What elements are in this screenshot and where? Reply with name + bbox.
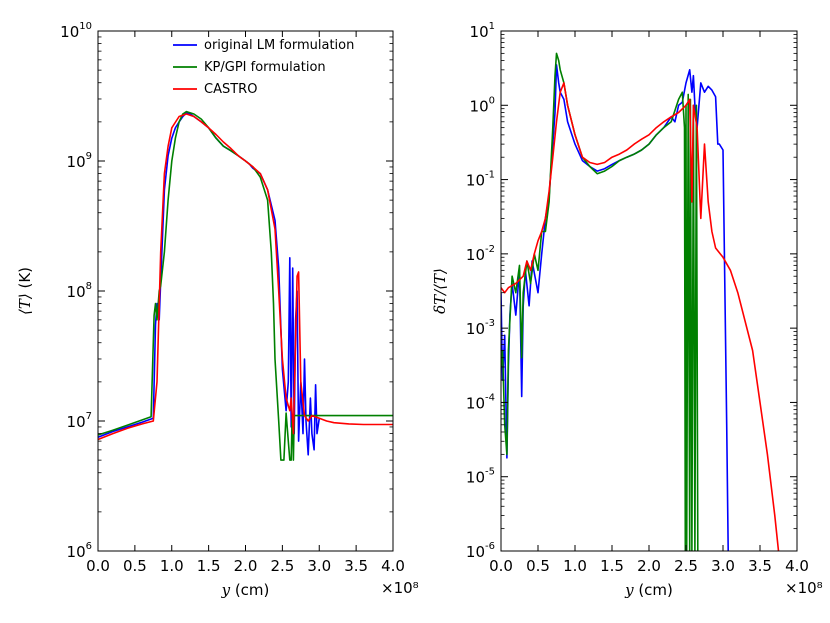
x-tick-label: 0.0 — [86, 557, 110, 575]
y-tick-label: 10-2 — [466, 244, 495, 264]
x-multiplier-label: ×10⁸ — [381, 579, 419, 597]
y-tick-label: 108 — [67, 281, 92, 301]
x-tick-label: 2.5 — [674, 557, 698, 575]
series-line-castro — [501, 82, 780, 551]
y-tick-label: 10-3 — [466, 318, 495, 338]
y-tick-label: 10-4 — [466, 392, 495, 412]
y-tick-label: 10-6 — [466, 541, 495, 561]
right-chart-panel: 0.0 0.5 1.0 1.5 2.0 2.5 3.0 3.5 4.0 10-6 10-5 10-4 1… — [431, 21, 823, 599]
legend-label: KP/GPI formulation — [204, 60, 326, 75]
plot-area — [501, 31, 797, 551]
y-tick-label: 100 — [470, 95, 495, 115]
y-axis-label: ⟨T⟩ (K) — [16, 267, 34, 315]
x-tick-label: 0.5 — [123, 557, 147, 575]
x-tick-label: 2.0 — [234, 557, 258, 575]
left-chart-panel: 0.0 0.5 1.0 1.5 2.0 2.5 3.0 3.5 4.0 106 107 108 109 1… — [16, 21, 419, 599]
y-tick-label: 101 — [470, 21, 495, 41]
x-tick-label: 3.5 — [748, 557, 772, 575]
x-tick-label: 4.0 — [381, 557, 405, 575]
y-tick-label: 109 — [67, 151, 92, 171]
x-tick-label: 1.0 — [563, 557, 587, 575]
plot-area — [98, 31, 393, 551]
y-tick-label: 107 — [67, 411, 92, 431]
y-tick-label: 10-5 — [466, 467, 495, 487]
x-tick-label: 2.0 — [637, 557, 661, 575]
y-tick-label: 1010 — [60, 21, 92, 41]
x-axis-label: y (cm) — [221, 581, 270, 599]
x-tick-label: 3.5 — [344, 557, 368, 575]
legend-label: original LM formulation — [204, 38, 354, 53]
x-tick-label: 0.5 — [526, 557, 550, 575]
series-line-kp-gpi-formulation — [501, 52, 699, 551]
x-tick-label: 1.5 — [600, 557, 624, 575]
x-axis-label: y (cm) — [624, 581, 673, 599]
y-tick-label: 10-1 — [466, 170, 495, 190]
x-tick-label: 1.0 — [160, 557, 184, 575]
x-tick-label: 1.5 — [197, 557, 221, 575]
x-tick-label: 4.0 — [785, 557, 809, 575]
y-tick-label: 106 — [67, 541, 92, 561]
legend-label: CASTRO — [204, 82, 257, 97]
x-multiplier-label: ×10⁸ — [785, 579, 823, 597]
legend: original LM formulation KP/GPI formulatio… — [173, 38, 354, 97]
y-axis-label: δT/⟨T⟩ — [431, 268, 449, 314]
series-line-kp-gpi-formulation — [98, 110, 393, 461]
x-tick-label: 2.5 — [270, 557, 294, 575]
x-tick-label: 3.0 — [307, 557, 331, 575]
series-line-castro — [98, 113, 393, 441]
x-tick-label: 0.0 — [489, 557, 513, 575]
x-tick-label: 3.0 — [711, 557, 735, 575]
